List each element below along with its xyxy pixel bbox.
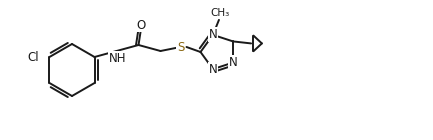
Text: N: N (209, 28, 217, 41)
Text: NH: NH (109, 52, 126, 65)
Text: S: S (177, 40, 184, 53)
Text: Cl: Cl (28, 51, 39, 64)
Text: N: N (229, 56, 237, 69)
Text: N: N (209, 63, 217, 76)
Text: O: O (136, 18, 145, 32)
Text: CH₃: CH₃ (210, 8, 229, 18)
